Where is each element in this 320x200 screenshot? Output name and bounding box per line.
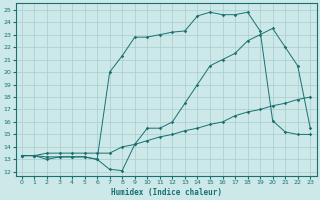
X-axis label: Humidex (Indice chaleur): Humidex (Indice chaleur)	[111, 188, 221, 197]
